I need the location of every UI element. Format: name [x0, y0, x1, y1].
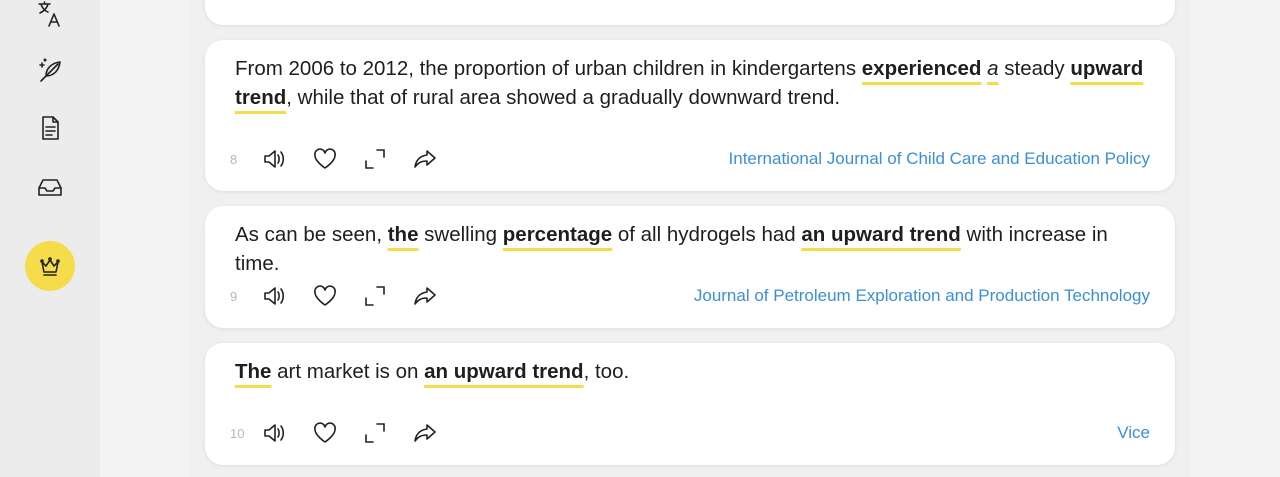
- translate-icon[interactable]: [30, 0, 70, 34]
- highlighted-term[interactable]: experienced: [861, 57, 982, 80]
- share-icon[interactable]: [410, 144, 440, 174]
- share-icon[interactable]: [410, 281, 440, 311]
- highlighted-term[interactable]: The: [235, 360, 272, 383]
- sentence-text: swelling: [418, 223, 503, 246]
- card-actions: 8 International Journal of Child Care an…: [230, 144, 1150, 174]
- source-link[interactable]: International Journal of Child Care and …: [728, 149, 1150, 168]
- premium-crown-button[interactable]: [25, 241, 75, 291]
- inbox-icon[interactable]: [30, 167, 70, 207]
- heart-icon[interactable]: [310, 144, 340, 174]
- example-sentence: The art market is on an upward trend, to…: [235, 357, 1150, 386]
- source-link[interactable]: Vice: [1117, 423, 1150, 442]
- heart-icon[interactable]: [310, 281, 340, 311]
- expand-icon[interactable]: [360, 281, 390, 311]
- card-actions: 10 Vice: [230, 418, 1150, 448]
- expand-icon[interactable]: [360, 418, 390, 448]
- result-number: 9: [230, 288, 238, 304]
- speaker-icon[interactable]: [260, 418, 290, 448]
- sentence-text: with increase in time.: [235, 223, 1108, 275]
- sentence-text: steady: [998, 57, 1071, 80]
- share-icon[interactable]: [410, 418, 440, 448]
- sentence-card: The art market is on an upward trend, to…: [205, 343, 1175, 465]
- example-sentence: From 2006 to 2012, the proportion of urb…: [235, 54, 1150, 112]
- sentence-text: of all hydrogels had: [612, 223, 802, 246]
- sentence-text: As can be seen,: [235, 223, 388, 246]
- highlighted-term[interactable]: the: [387, 223, 419, 246]
- highlighted-term[interactable]: a: [987, 57, 999, 80]
- highlighted-term[interactable]: upward trend: [235, 57, 1144, 109]
- sentence-text: art market is on: [271, 360, 425, 383]
- feather-pen-icon[interactable]: [30, 51, 70, 91]
- card-actions: 9 Journal of Petroleum Exploration and P…: [230, 281, 1150, 311]
- crown-icon: [40, 257, 60, 276]
- speaker-icon[interactable]: [260, 144, 290, 174]
- speaker-icon[interactable]: [260, 281, 290, 311]
- source-link[interactable]: Journal of Petroleum Exploration and Pro…: [693, 286, 1150, 305]
- example-sentence: As can be seen, the swelling percentage …: [235, 220, 1150, 278]
- sentence-card-previous: [205, 0, 1175, 25]
- sentence-text: , too.: [583, 360, 630, 383]
- highlighted-term[interactable]: an upward trend: [424, 360, 584, 383]
- sentence-card: As can be seen, the swelling percentage …: [205, 206, 1175, 328]
- sentence-text: From 2006 to 2012, the proportion of urb…: [235, 57, 862, 80]
- sentence-card: From 2006 to 2012, the proportion of urb…: [205, 40, 1175, 191]
- heart-icon[interactable]: [310, 418, 340, 448]
- result-number: 10: [230, 425, 245, 441]
- document-icon[interactable]: [30, 108, 70, 148]
- highlighted-term[interactable]: an upward trend: [801, 223, 961, 246]
- expand-icon[interactable]: [360, 144, 390, 174]
- sidebar: [0, 0, 100, 477]
- result-number: 8: [230, 151, 238, 167]
- sentence-text: , while that of rural area showed a grad…: [286, 86, 841, 109]
- highlighted-term[interactable]: percentage: [502, 223, 613, 246]
